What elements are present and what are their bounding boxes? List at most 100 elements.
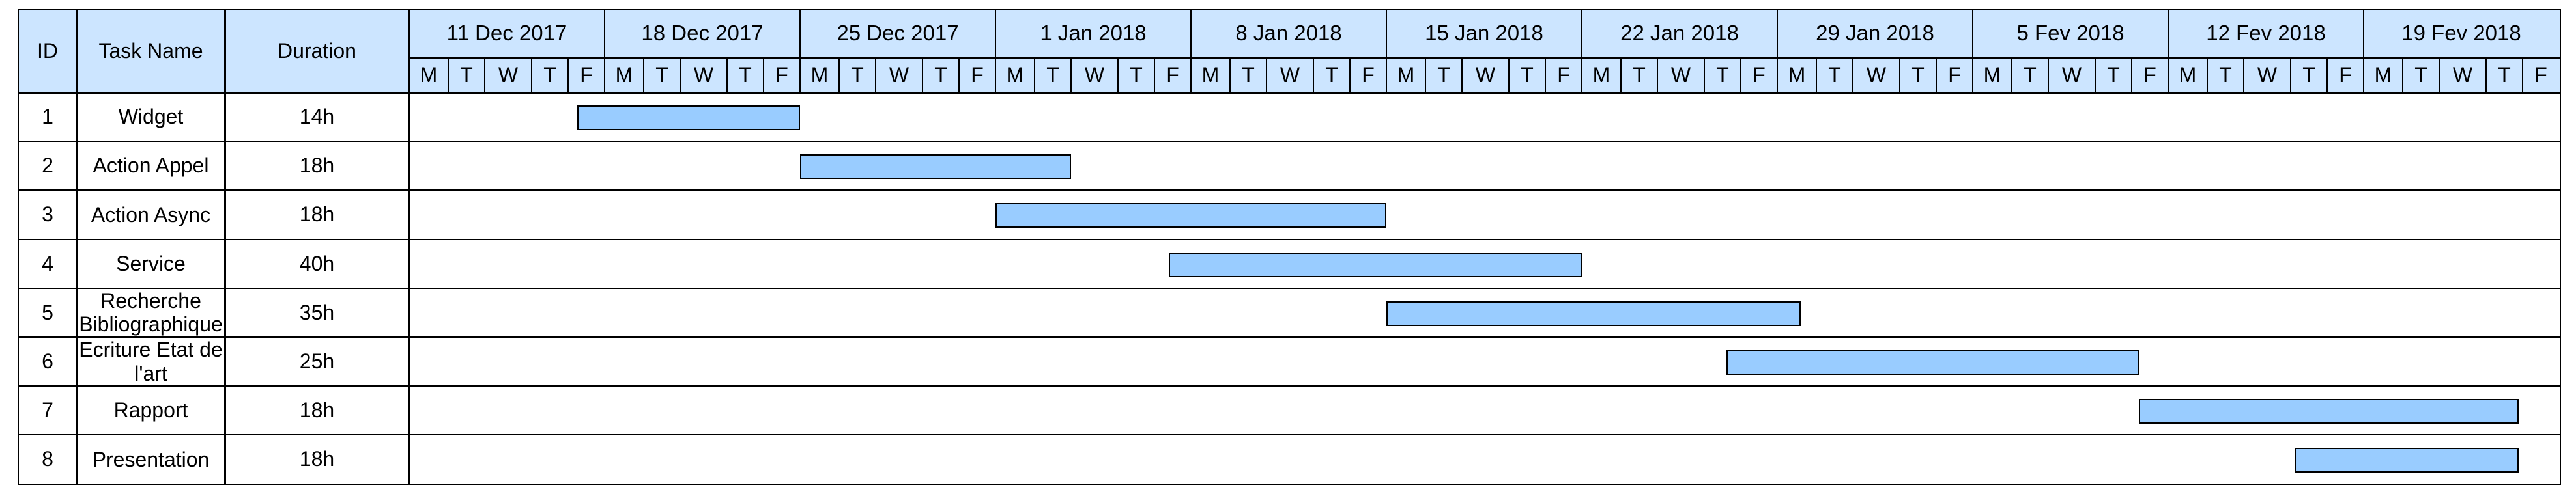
weekday-header: F <box>2143 62 2156 87</box>
grid-line-day <box>1704 57 1705 92</box>
task-id: 7 <box>42 398 53 422</box>
grid-line-day <box>2011 57 2012 92</box>
weekday-header: T <box>655 62 668 87</box>
grid-line-week <box>1972 9 1973 92</box>
grid-line-week <box>2363 9 2364 92</box>
weekday-header: F <box>1948 62 1961 87</box>
task-duration: 18h <box>299 447 335 471</box>
task-duration: 18h <box>299 154 335 178</box>
weekday-header: M <box>1006 62 1024 87</box>
grid-line-duration <box>408 9 410 485</box>
weekday-header: M <box>810 62 829 87</box>
grid-line-day <box>1740 57 1741 92</box>
grid-line-day <box>1117 57 1119 92</box>
weekday-header: F <box>1753 62 1766 87</box>
task-name: Action Appel <box>93 154 209 178</box>
weekday-header: F <box>580 62 593 87</box>
grid-line-task <box>224 9 226 485</box>
grid-line-row <box>18 483 2560 485</box>
weekday-header: T <box>851 62 864 87</box>
column-header-task-name: Task Name <box>98 38 203 62</box>
grid-line-row <box>18 336 2560 338</box>
week-header: 22 Jan 2018 <box>1620 21 1739 45</box>
grid-line-day <box>1545 57 1546 92</box>
week-header: 15 Jan 2018 <box>1425 21 1543 45</box>
weekday-header: W <box>1670 62 1691 87</box>
task-duration: 35h <box>299 300 335 324</box>
weekday-header: T <box>1325 62 1338 87</box>
grid-line-row <box>18 189 2560 191</box>
task-name: Rapport <box>113 398 188 422</box>
grid-line-day <box>1899 57 1900 92</box>
task-name: Service <box>116 251 186 275</box>
weekday-header: F <box>2339 62 2352 87</box>
grid-line-day <box>726 57 728 92</box>
grid-line-day <box>1936 57 1937 92</box>
grid-line-day <box>484 57 485 92</box>
weekday-header: M <box>615 62 633 87</box>
grid-line-week <box>604 9 605 92</box>
task-name: Recherche Bibliographique <box>79 288 223 336</box>
grid-line-day <box>2439 57 2440 92</box>
grid-line-day <box>643 57 644 92</box>
grid-line-day <box>2048 57 2049 92</box>
weekday-header: F <box>971 62 984 87</box>
grid-line-row <box>18 434 2560 436</box>
weekday-header: W <box>2452 62 2473 87</box>
grid-line-day <box>838 57 840 92</box>
task-bar <box>1386 301 1801 326</box>
grid-line-day <box>763 57 764 92</box>
task-id: 6 <box>42 350 53 374</box>
weekday-header: W <box>1280 62 1300 87</box>
grid-line-header-bottom <box>18 92 2560 94</box>
week-header: 29 Jan 2018 <box>1816 21 1934 45</box>
task-bar <box>577 105 800 130</box>
column-header-duration: Duration <box>278 38 356 62</box>
task-duration: 25h <box>299 350 335 374</box>
task-name: Action Async <box>91 202 211 226</box>
week-header: 25 Dec 2017 <box>837 21 959 45</box>
grid-line-week <box>1777 9 1778 92</box>
grid-line-day <box>1657 57 1658 92</box>
week-header: 12 Fev 2018 <box>2206 21 2326 45</box>
grid-line-week <box>995 9 996 92</box>
weekday-header: T <box>1633 62 1646 87</box>
grid-line-day <box>1070 57 1072 92</box>
grid-line-row <box>18 141 2560 143</box>
weekday-header: W <box>1084 62 1105 87</box>
grid-line-week <box>1190 9 1192 92</box>
grid-line-day <box>958 57 960 92</box>
weekday-header: T <box>2024 62 2037 87</box>
weekday-header: T <box>1911 62 1925 87</box>
grid-line-day <box>680 57 681 92</box>
grid-line-day <box>1229 57 1231 92</box>
weekday-header: W <box>1475 62 1496 87</box>
grid-line-day <box>2326 57 2328 92</box>
task-bar <box>1169 252 1582 277</box>
weekday-header: T <box>1242 62 1255 87</box>
grid-line-day <box>2131 57 2132 92</box>
grid-line-day <box>1034 57 1035 92</box>
weekday-header: T <box>739 62 752 87</box>
weekday-header: W <box>498 62 519 87</box>
weekday-header: F <box>2534 62 2547 87</box>
weekday-header: T <box>1046 62 1059 87</box>
weekday-header: T <box>934 62 947 87</box>
grid-line-day-row <box>409 57 2560 59</box>
grid-line-day <box>1154 57 1155 92</box>
week-header: 18 Dec 2017 <box>641 21 764 45</box>
grid-line-day <box>1508 57 1510 92</box>
week-header: 19 Fev 2018 <box>2401 21 2521 45</box>
weekday-header: T <box>1130 62 1143 87</box>
grid-line-day <box>1461 57 1463 92</box>
grid-line-day <box>448 57 449 92</box>
weekday-header: W <box>1866 62 1887 87</box>
weekday-header: M <box>2179 62 2197 87</box>
weekday-header: M <box>1983 62 2001 87</box>
grid-line-day <box>1816 57 1817 92</box>
grid-line-week <box>1386 9 1387 92</box>
weekday-header: T <box>1521 62 1534 87</box>
weekday-header: T <box>1716 62 1729 87</box>
task-id: 3 <box>42 202 53 226</box>
grid-line-day <box>2402 57 2403 92</box>
